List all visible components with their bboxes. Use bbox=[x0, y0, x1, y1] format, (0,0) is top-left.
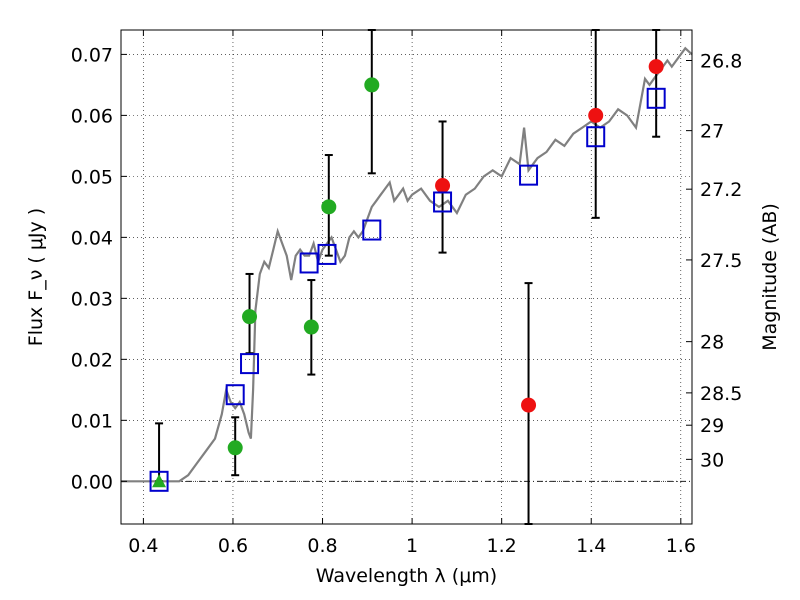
data-point-triangle bbox=[152, 474, 167, 488]
data-point bbox=[521, 397, 537, 413]
right-axis-label: Magnitude (AB) bbox=[759, 203, 781, 351]
x-tick-label: 1.4 bbox=[576, 535, 606, 557]
x-axis-ticks: 0.4 0.6 0.8 1 1.2 1.4 1.6 bbox=[128, 30, 696, 557]
right-tick-label: 27.2 bbox=[700, 179, 742, 201]
x-tick-label: 0.6 bbox=[218, 535, 248, 557]
x-axis-label: Wavelength λ (μm) bbox=[316, 565, 497, 587]
data-markers bbox=[149, 59, 666, 492]
data-point bbox=[648, 59, 664, 75]
y-tick-label: 0.04 bbox=[71, 227, 113, 249]
model-point-square bbox=[317, 243, 337, 265]
data-point bbox=[242, 309, 258, 325]
model-point-square bbox=[586, 126, 606, 148]
y-tick-label: 0.00 bbox=[71, 471, 113, 493]
y-tick-label: 0.05 bbox=[71, 166, 113, 188]
right-tick-label: 28.5 bbox=[700, 383, 742, 405]
data-point bbox=[227, 440, 243, 456]
model-point-square bbox=[362, 219, 382, 241]
x-tick-label: 0.8 bbox=[307, 535, 337, 557]
right-tick-label: 29 bbox=[700, 415, 724, 437]
model-point-square bbox=[225, 384, 245, 406]
x-tick-label: 1 bbox=[406, 535, 418, 557]
plot-frame bbox=[120, 29, 693, 525]
model-point-square bbox=[433, 191, 453, 213]
data-point bbox=[364, 77, 380, 93]
right-axis-ticks: 26.8 27 27.2 27.5 28 28.5 29 30 bbox=[686, 50, 742, 471]
right-tick-label: 26.8 bbox=[700, 50, 742, 72]
model-point-square bbox=[519, 164, 539, 186]
model-point-square bbox=[149, 470, 169, 492]
model-point-square bbox=[646, 87, 666, 109]
x-tick-label: 0.4 bbox=[128, 535, 158, 557]
y-tick-label: 0.02 bbox=[71, 349, 113, 371]
data-point bbox=[435, 178, 451, 194]
model-point-square bbox=[240, 353, 260, 375]
y-tick-label: 0.01 bbox=[71, 410, 113, 432]
model-spectrum-line bbox=[121, 46, 693, 483]
y-tick-label: 0.07 bbox=[71, 44, 113, 66]
y-tick-label: 0.06 bbox=[71, 105, 113, 127]
data-point bbox=[588, 107, 604, 123]
data-point bbox=[303, 319, 319, 335]
x-tick-label: 1.2 bbox=[487, 535, 517, 557]
y-tick-label: 0.03 bbox=[71, 288, 113, 310]
y-axis-label: Flux F_ν ( μJy ) bbox=[25, 208, 47, 346]
data-point bbox=[321, 199, 337, 215]
right-tick-label: 30 bbox=[700, 449, 724, 471]
right-tick-label: 27.5 bbox=[700, 250, 742, 272]
y-axis-ticks: 0.00 0.01 0.02 0.03 0.04 0.05 0.06 0.07 bbox=[71, 44, 127, 493]
right-tick-label: 27 bbox=[700, 121, 724, 143]
right-tick-label: 28 bbox=[700, 332, 724, 354]
x-tick-label: 1.6 bbox=[666, 535, 696, 557]
